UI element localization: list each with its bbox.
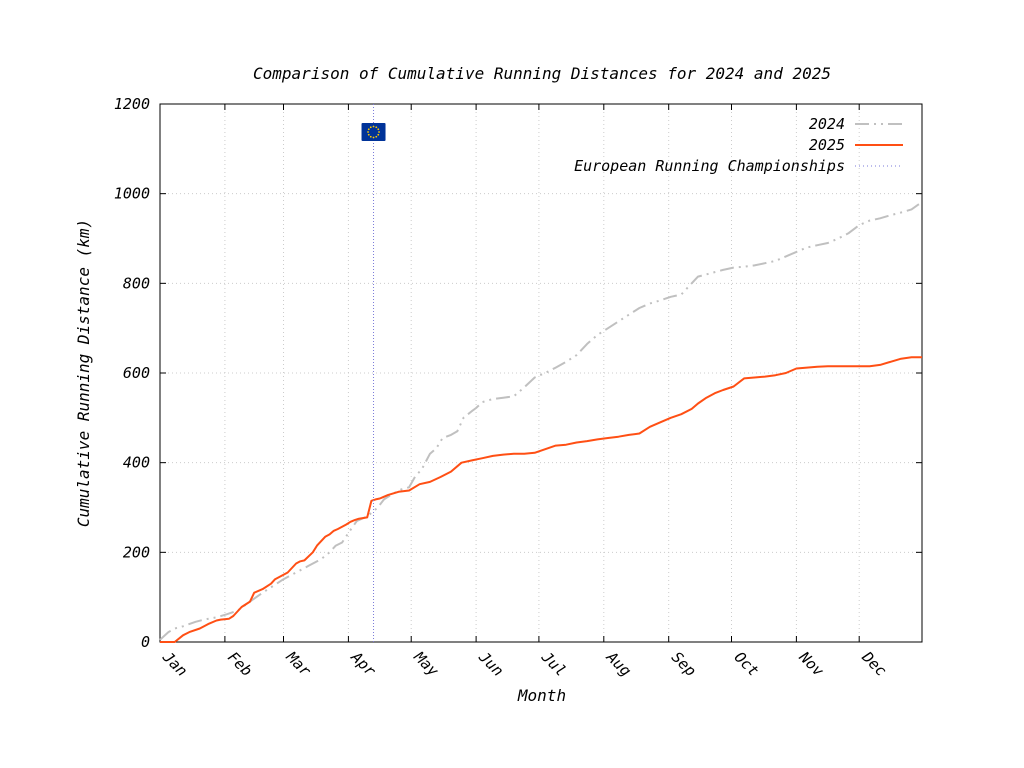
eu-flag-star bbox=[372, 125, 375, 128]
eu-flag-icon bbox=[361, 123, 386, 141]
legend-label: 2024 bbox=[809, 115, 845, 133]
y-axis-label: Cumulative Running Distance (km) bbox=[74, 219, 93, 527]
legend-label: 2025 bbox=[809, 136, 845, 154]
legend: 2024 2025 European Running Championships bbox=[574, 115, 903, 175]
series-line-2025 bbox=[160, 356, 922, 643]
gridlines bbox=[160, 104, 922, 642]
y-tick-label: 800 bbox=[123, 274, 150, 292]
x-axis-label: Month bbox=[517, 686, 566, 705]
eu-flag-field bbox=[361, 123, 386, 141]
series-line-2024 bbox=[159, 201, 923, 641]
y-tick-label: 200 bbox=[123, 543, 150, 561]
chart-title: Comparison of Cumulative Running Distanc… bbox=[253, 64, 831, 83]
y-tick-label: 400 bbox=[123, 454, 150, 472]
eu-flag-star bbox=[369, 135, 372, 138]
eu-flag-star bbox=[367, 131, 369, 133]
y-tick-label: 1000 bbox=[114, 185, 150, 203]
eu-flag-star bbox=[369, 126, 372, 129]
eu-flag-star bbox=[378, 131, 380, 133]
y-tick-label: 600 bbox=[123, 364, 150, 382]
y-tick-label: 1200 bbox=[114, 95, 150, 113]
eu-flag-star bbox=[372, 136, 375, 139]
eu-flag-star bbox=[377, 133, 380, 136]
eu-flag-star bbox=[375, 126, 378, 129]
series-group bbox=[159, 201, 923, 643]
eu-flag-star bbox=[367, 133, 370, 136]
eu-flag-star bbox=[377, 128, 380, 131]
annotation-group bbox=[361, 104, 386, 642]
legend-label: European Running Championships bbox=[574, 157, 845, 175]
eu-flag-star bbox=[367, 128, 370, 131]
eu-flag-star bbox=[375, 135, 378, 138]
y-tick-label: 0 bbox=[141, 633, 150, 651]
